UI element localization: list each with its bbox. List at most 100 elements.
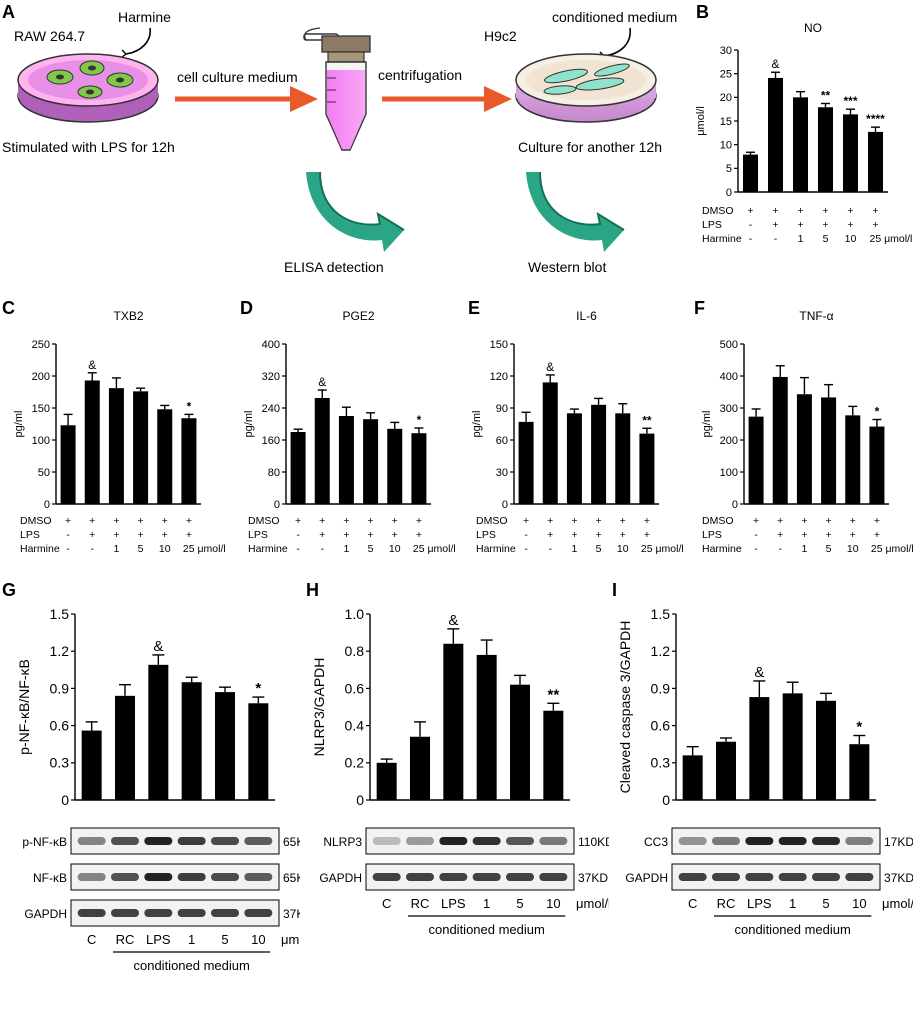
- significance-mark: ****: [866, 112, 885, 126]
- western-arrow: [526, 171, 625, 252]
- bar: [768, 77, 783, 192]
- blot-kd: 37KD: [578, 871, 608, 885]
- treatment-row-label: Harmine: [248, 543, 288, 554]
- lane-label: LPS: [146, 932, 171, 947]
- treatment-cell: +: [113, 515, 119, 527]
- blot-band: [211, 837, 239, 845]
- y-tick-label: 60: [496, 435, 508, 447]
- bar: [443, 643, 464, 800]
- blot-band: [177, 837, 206, 845]
- bar: [793, 97, 808, 192]
- treatment-cell: +: [416, 515, 422, 527]
- bar: [849, 744, 870, 800]
- y-tick-label: 0.9: [50, 680, 70, 696]
- treatment-cell: +: [797, 219, 803, 231]
- treatment-row-label: LPS: [476, 529, 496, 541]
- treatment-cell: +: [850, 529, 856, 541]
- chart-txb2: C TXB2 0 50 100 150 200 250 pg/ml & * DMSO + + + + + + LPS…: [2, 298, 226, 554]
- blot-band: [372, 873, 401, 881]
- treatment-cell: 5: [826, 543, 832, 554]
- blot-band: [745, 837, 774, 845]
- y-tick-label: 0: [356, 792, 364, 808]
- cell-culture-medium-label: cell culture medium: [177, 69, 298, 85]
- h9c2-label: H9c2: [484, 28, 517, 44]
- treatment-row-label: DMSO: [20, 515, 52, 527]
- treatment-cell: 10: [847, 543, 859, 554]
- bar: [215, 692, 235, 800]
- treatment-cell: +: [620, 529, 626, 541]
- y-tick-label: 1.0: [345, 606, 365, 622]
- bar: [542, 382, 558, 504]
- significance-mark: &: [318, 375, 326, 389]
- blot-label: NF-κB: [33, 871, 67, 885]
- blot-label: CC3: [644, 835, 668, 849]
- harmine-label: Harmine: [118, 9, 171, 25]
- bar: [716, 741, 736, 800]
- treatment-cell: -: [754, 529, 758, 541]
- treatment-cell: 5: [138, 543, 144, 554]
- y-tick-label: 160: [262, 435, 280, 447]
- blot-band: [144, 837, 173, 845]
- treatment-cell: 1: [801, 543, 807, 554]
- treatment-cell: +: [822, 205, 828, 217]
- treatment-row-label: LPS: [702, 219, 722, 231]
- raw-dish: [17, 53, 159, 123]
- lane-label: RC: [411, 896, 430, 911]
- bar: [566, 413, 582, 504]
- blot-band: [539, 837, 568, 845]
- blot-band: [111, 873, 139, 881]
- treatment-cell: +: [547, 529, 553, 541]
- blot-band: [472, 837, 501, 845]
- bar: [133, 391, 149, 504]
- lane-label: C: [87, 932, 96, 947]
- y-tick-label: 10: [720, 140, 732, 152]
- bar: [772, 376, 788, 504]
- blot-band: [472, 873, 501, 881]
- bar: [248, 703, 269, 800]
- bar: [387, 428, 403, 504]
- bar: [869, 426, 885, 504]
- treatment-cell: +: [753, 515, 759, 527]
- treatment-cell: 1: [343, 543, 349, 554]
- lane-label: 10: [251, 932, 265, 947]
- blot-band: [211, 873, 239, 881]
- treatment-cell: +: [747, 205, 753, 217]
- treatment-cell: +: [319, 529, 325, 541]
- bar: [543, 710, 564, 800]
- significance-mark: *: [875, 405, 880, 419]
- blot-label: NLRP3: [323, 835, 362, 849]
- significance-mark: &: [88, 358, 96, 372]
- treatment-cell: -: [91, 543, 95, 554]
- y-tick-label: 320: [262, 371, 280, 383]
- y-axis-label: pg/ml: [471, 411, 483, 438]
- y-tick-label: 1.2: [651, 643, 671, 659]
- chart-title: PGE2: [342, 309, 374, 323]
- bar: [157, 409, 173, 504]
- lane-label: 1: [188, 932, 195, 947]
- significance-mark: &: [771, 57, 779, 71]
- treatment-cell: +: [644, 529, 650, 541]
- y-tick-label: 500: [720, 339, 738, 351]
- treatment-cell: +: [368, 529, 374, 541]
- blot-label: GAPDH: [625, 871, 668, 885]
- blot-band: [77, 837, 106, 845]
- treatment-cell: +: [319, 515, 325, 527]
- significance-mark: **: [547, 686, 559, 703]
- y-tick-label: 120: [490, 371, 508, 383]
- treatment-cell: +: [797, 205, 803, 217]
- blot-band: [406, 873, 434, 881]
- treatment-cell: -: [774, 233, 778, 245]
- panel-letter-i: I: [612, 580, 617, 600]
- lane-label: 10: [852, 896, 866, 911]
- treatment-cell: 10: [159, 543, 171, 554]
- bar: [868, 131, 883, 192]
- y-tick-label: 0.3: [651, 755, 671, 771]
- y-tick-label: 300: [720, 403, 738, 415]
- treatment-cell: 5: [823, 233, 829, 245]
- treatment-cell: +: [547, 515, 553, 527]
- chart-pge2: D PGE2 0 80 160 240 320 400 pg/ml & * DMSO + + + + + + LPS…: [240, 298, 456, 554]
- treatment-cell: -: [779, 543, 783, 554]
- bar: [84, 380, 100, 504]
- chart-tnfa: F TNF-α 0 100 200 300 400 500 pg/ml * DMSO + + + + + + LP…: [694, 298, 913, 554]
- y-tick-label: 80: [268, 467, 280, 479]
